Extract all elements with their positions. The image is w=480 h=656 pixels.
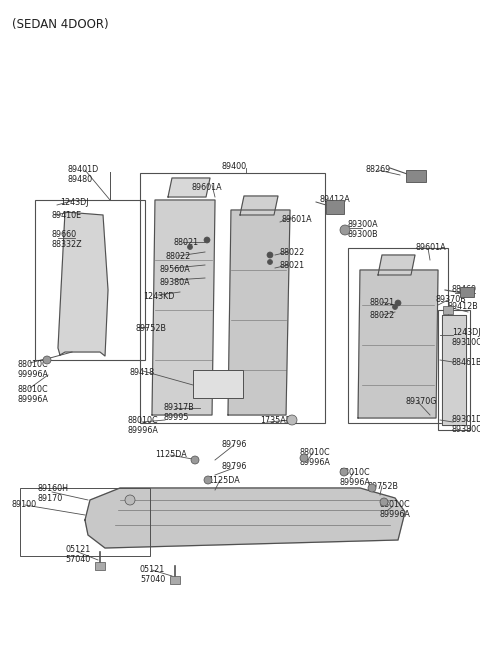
Polygon shape [152, 200, 215, 415]
Polygon shape [378, 255, 415, 275]
Text: 88469: 88469 [452, 285, 477, 294]
Text: 89160H
89170: 89160H 89170 [38, 484, 69, 503]
Circle shape [287, 415, 297, 425]
Circle shape [125, 495, 135, 505]
Polygon shape [240, 196, 278, 215]
Polygon shape [168, 178, 210, 197]
Text: 88269: 88269 [366, 165, 391, 174]
Text: 89412B: 89412B [448, 302, 479, 311]
Text: (SEDAN 4DOOR): (SEDAN 4DOOR) [12, 18, 108, 31]
Text: 89380A: 89380A [160, 278, 191, 287]
Text: 89752B: 89752B [368, 482, 399, 491]
Text: 89301D
89380C: 89301D 89380C [452, 415, 480, 434]
Text: 89300A
89300B: 89300A 89300B [348, 220, 379, 239]
Text: 1243DJ: 1243DJ [60, 198, 88, 207]
Text: 88022: 88022 [280, 248, 305, 257]
Text: 89752B: 89752B [135, 324, 166, 333]
Text: 89370B: 89370B [435, 295, 466, 304]
Circle shape [204, 476, 212, 484]
Text: 89560A: 89560A [160, 265, 191, 274]
Bar [35, 200, 145, 360]
Polygon shape [58, 212, 108, 356]
Text: 88021: 88021 [370, 298, 395, 307]
Text: 1125DA: 1125DA [155, 450, 187, 459]
Text: 89601A: 89601A [192, 183, 223, 192]
Text: 89100: 89100 [12, 500, 37, 509]
Text: 88010C
89996A: 88010C 89996A [128, 416, 159, 435]
Text: 88010C
89996A: 88010C 89996A [340, 468, 371, 487]
Text: 88022: 88022 [166, 252, 191, 261]
Circle shape [395, 300, 401, 306]
Circle shape [267, 260, 273, 264]
Polygon shape [358, 270, 438, 418]
Text: 1125DA: 1125DA [208, 476, 240, 485]
Circle shape [204, 237, 210, 243]
Polygon shape [442, 315, 466, 425]
Text: 1243DJ
89310C: 1243DJ 89310C [452, 328, 480, 347]
Text: 05121
57040: 05121 57040 [65, 545, 90, 564]
Text: 89601A: 89601A [415, 243, 445, 252]
Text: 89796: 89796 [222, 462, 247, 471]
Text: 88010C
99996A: 88010C 99996A [18, 360, 49, 379]
Text: 89401D
89480: 89401D 89480 [68, 165, 99, 184]
Text: 89418: 89418 [130, 368, 155, 377]
Bar [20, 488, 150, 556]
Text: 1243KD: 1243KD [143, 292, 174, 301]
Bar [406, 170, 426, 182]
Text: 89410E: 89410E [52, 211, 82, 220]
Text: 88010C
89996A: 88010C 89996A [18, 385, 49, 404]
Bar [140, 173, 325, 423]
Text: 89601A: 89601A [282, 215, 312, 224]
Text: 88461B: 88461B [452, 358, 480, 367]
Text: 89400: 89400 [222, 162, 247, 171]
Text: 88022: 88022 [370, 311, 395, 320]
Circle shape [368, 484, 376, 492]
Text: 89412A: 89412A [320, 195, 351, 204]
Bar [193, 370, 243, 398]
Bar [170, 576, 180, 584]
Text: 89796: 89796 [222, 440, 247, 449]
Circle shape [267, 252, 273, 258]
Circle shape [300, 454, 308, 462]
Bar [348, 248, 448, 423]
Polygon shape [228, 210, 290, 415]
Circle shape [188, 245, 192, 249]
Polygon shape [85, 488, 405, 548]
Bar [95, 562, 105, 570]
Circle shape [340, 468, 348, 476]
Bar [443, 306, 453, 314]
Text: 05121
57040: 05121 57040 [140, 565, 165, 584]
Text: 89317B
89995: 89317B 89995 [163, 403, 194, 422]
Circle shape [43, 356, 51, 364]
Bar [460, 287, 474, 297]
Circle shape [191, 456, 199, 464]
Text: 89370G: 89370G [405, 397, 436, 406]
Bar [326, 200, 344, 214]
Text: 88021: 88021 [280, 261, 305, 270]
Circle shape [380, 498, 388, 506]
Circle shape [393, 304, 397, 310]
Circle shape [340, 225, 350, 235]
Text: 1735AB: 1735AB [260, 416, 291, 425]
Text: 88010C
89996A: 88010C 89996A [380, 500, 411, 519]
Text: 88021: 88021 [173, 238, 198, 247]
Bar [438, 310, 470, 430]
Text: 88010C
89996A: 88010C 89996A [300, 448, 331, 467]
Text: 89660
88332Z: 89660 88332Z [52, 230, 83, 249]
